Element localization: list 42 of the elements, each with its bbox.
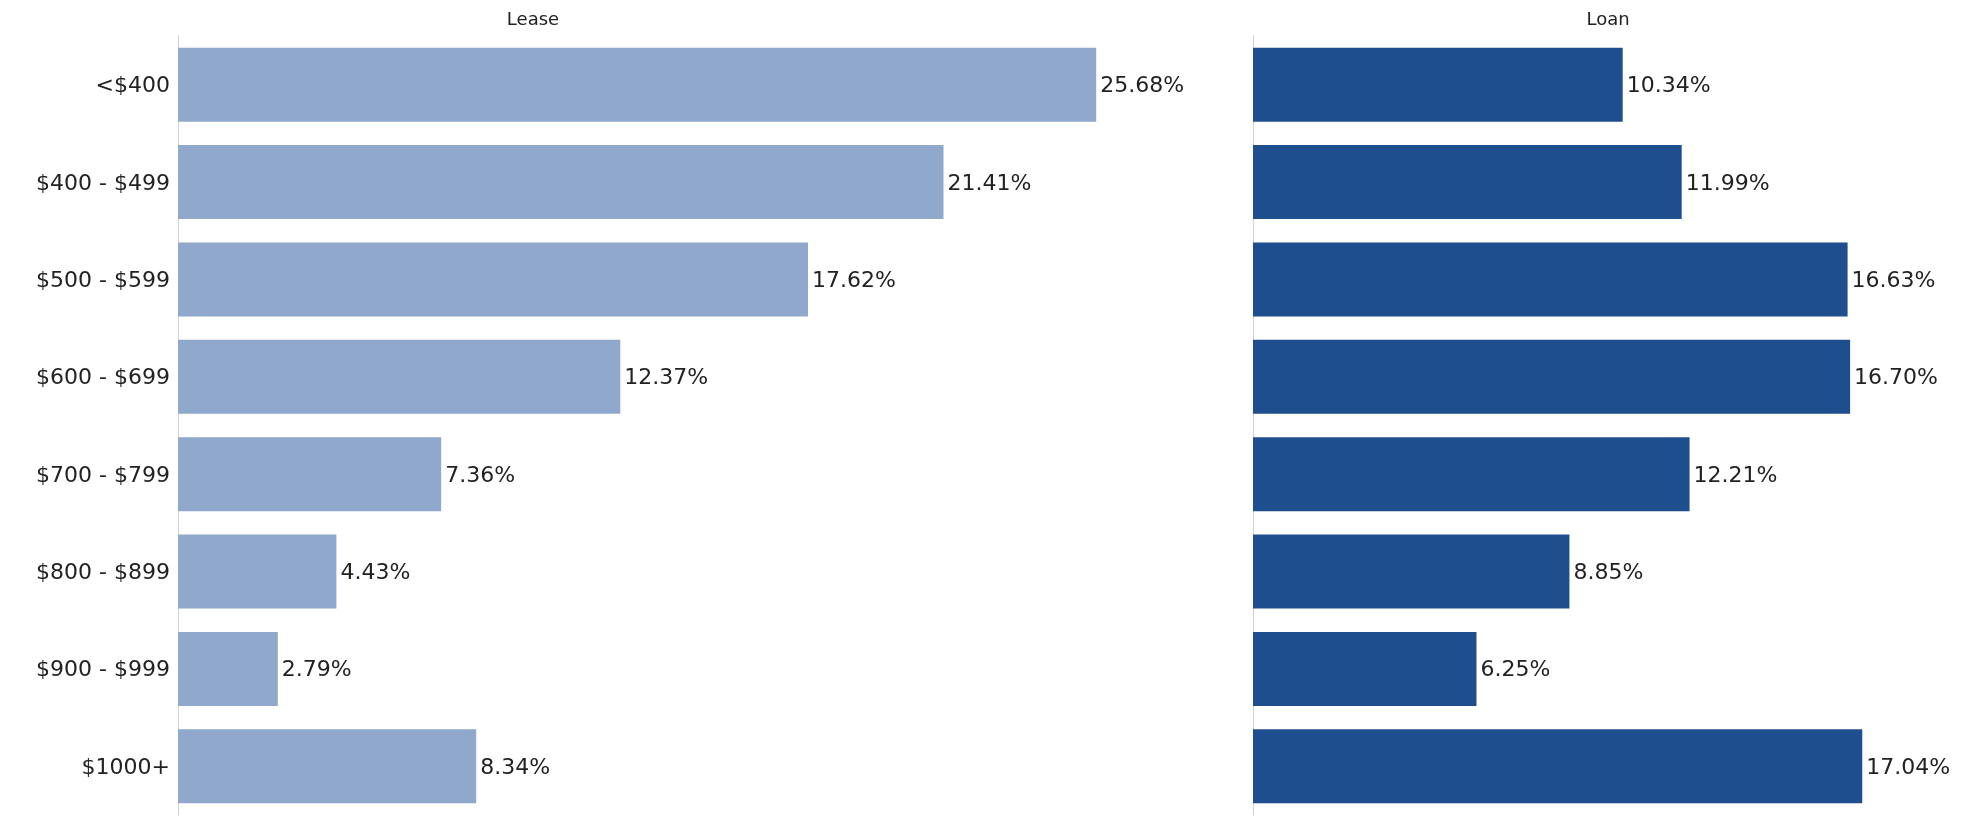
y-tick-label: $400 - $499 bbox=[36, 169, 170, 195]
bar bbox=[178, 47, 1097, 122]
data-label: 12.37% bbox=[624, 364, 709, 390]
data-label: 12.21% bbox=[1693, 461, 1778, 487]
bar bbox=[1253, 145, 1682, 220]
bar bbox=[178, 729, 477, 804]
data-label: 8.34% bbox=[480, 753, 551, 779]
bar bbox=[178, 631, 278, 706]
bar bbox=[178, 437, 442, 512]
y-tick-label: $800 - $899 bbox=[36, 559, 170, 585]
data-label: 16.70% bbox=[1854, 364, 1938, 390]
y-tick-label: $600 - $699 bbox=[36, 364, 170, 390]
bar bbox=[1253, 729, 1863, 804]
y-tick-label: <$400 bbox=[95, 72, 170, 98]
bar bbox=[1253, 631, 1477, 706]
data-label: 4.43% bbox=[340, 559, 411, 585]
bar bbox=[178, 339, 621, 414]
bar bbox=[1253, 242, 1848, 317]
bar bbox=[178, 145, 944, 220]
bar bbox=[1253, 47, 1623, 122]
data-label: 17.04% bbox=[1866, 753, 1951, 779]
data-label: 7.36% bbox=[445, 461, 516, 487]
data-label: 8.85% bbox=[1573, 559, 1644, 585]
y-tick-label: $500 - $599 bbox=[36, 266, 170, 292]
data-label: 16.63% bbox=[1851, 266, 1936, 292]
bar bbox=[178, 242, 808, 317]
y-tick-label: $900 - $999 bbox=[36, 656, 170, 682]
data-label: 6.25% bbox=[1480, 656, 1551, 682]
bar bbox=[1253, 437, 1690, 512]
data-label: 2.79% bbox=[281, 656, 352, 682]
data-label: 11.99% bbox=[1685, 169, 1770, 195]
y-tick-label: $700 - $799 bbox=[36, 461, 170, 487]
bar bbox=[178, 534, 337, 609]
data-label: 17.62% bbox=[812, 266, 896, 292]
data-label: 10.34% bbox=[1626, 72, 1711, 98]
chart-title: Lease bbox=[506, 7, 560, 29]
bar bbox=[1253, 534, 1570, 609]
y-tick-label: $1000+ bbox=[81, 753, 170, 779]
data-label: 21.41% bbox=[947, 169, 1032, 195]
data-label: 25.68% bbox=[1100, 72, 1185, 98]
chart-title: Loan bbox=[1586, 7, 1630, 29]
bar bbox=[1253, 339, 1851, 414]
